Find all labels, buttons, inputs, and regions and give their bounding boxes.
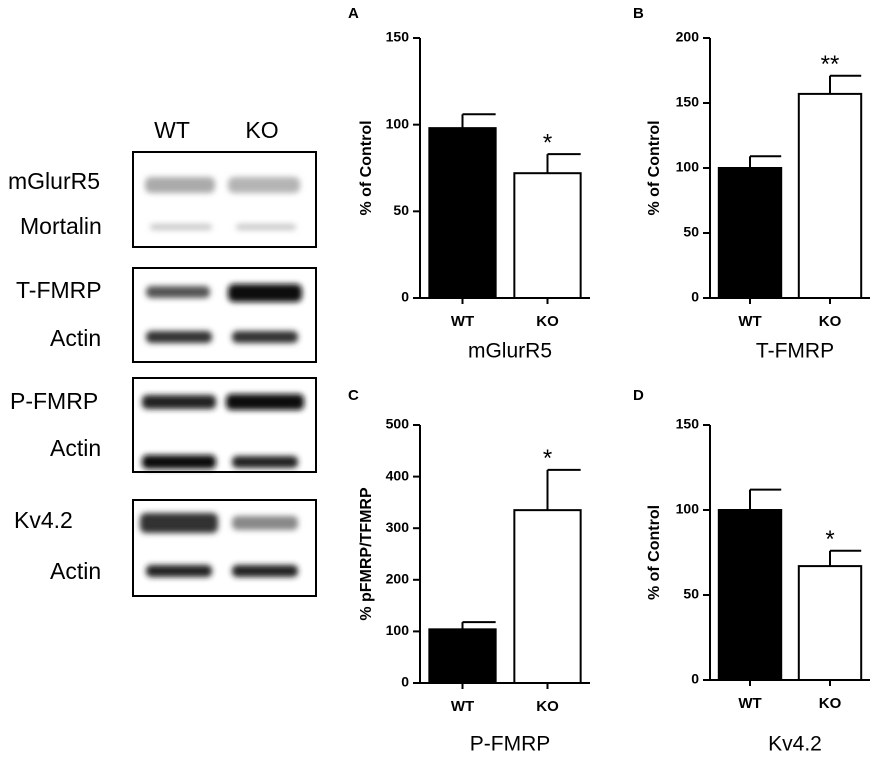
blot-label: Actin — [50, 435, 101, 461]
band — [145, 177, 215, 193]
bar — [797, 565, 863, 681]
y-tick-label: 300 — [386, 519, 410, 535]
y-tick-label: 100 — [386, 622, 410, 638]
western-blot: WT KO mGlurR5 Mortalin T-FMRP Actin P-FM… — [8, 117, 317, 597]
blot-label: T-FMRP — [16, 277, 102, 303]
x-tick-label: WT — [738, 313, 761, 330]
band — [232, 516, 298, 530]
panel-label: D — [633, 387, 644, 404]
band — [228, 177, 300, 193]
band — [228, 284, 302, 302]
band — [232, 331, 298, 343]
x-axis-label: Kv4.2 — [768, 733, 822, 756]
significance: * — [825, 526, 834, 553]
significance: ** — [821, 51, 840, 78]
bar — [428, 628, 497, 684]
y-tick-label: 0 — [691, 289, 699, 305]
x-tick-label: KO — [536, 698, 559, 715]
blot-label: Actin — [50, 558, 101, 584]
blot-label: Kv4.2 — [14, 507, 73, 533]
y-axis-label: % pFMRP/TFMRP — [358, 487, 375, 621]
y-tick-label: 0 — [401, 289, 409, 305]
panel-label: C — [348, 387, 359, 404]
y-tick-label: 50 — [683, 586, 699, 602]
band — [150, 224, 212, 230]
blot-frame — [132, 151, 317, 248]
band — [146, 565, 212, 577]
y-tick-label: 0 — [401, 674, 409, 690]
band — [232, 456, 298, 468]
blot-label: mGlurR5 — [8, 168, 100, 194]
y-tick-label: 200 — [676, 29, 700, 45]
bar — [428, 127, 497, 299]
x-tick-label: KO — [819, 313, 842, 330]
x-axis-label: mGlurR5 — [468, 340, 552, 363]
x-tick-label: KO — [819, 695, 842, 712]
band — [236, 224, 296, 230]
x-tick-label: WT — [451, 698, 474, 715]
panel-label: B — [633, 5, 644, 22]
x-tick-label: KO — [536, 313, 559, 330]
y-tick-label: 0 — [691, 671, 699, 687]
blot-column: WT — [154, 117, 190, 143]
blot-frame — [132, 267, 317, 363]
bar — [717, 167, 783, 299]
bar — [717, 509, 783, 681]
bar — [797, 92, 863, 300]
y-tick-label: 500 — [386, 416, 410, 432]
significance: * — [543, 445, 552, 472]
y-tick-label: 50 — [393, 202, 409, 218]
blot-label: Mortalin — [20, 213, 102, 239]
band — [226, 394, 304, 410]
y-tick-label: 100 — [676, 501, 700, 517]
blot-column: KO — [245, 117, 278, 143]
bar — [513, 172, 582, 299]
band — [146, 286, 210, 298]
y-tick-label: 200 — [386, 571, 410, 587]
panel-label: A — [348, 5, 359, 22]
x-tick-label: WT — [738, 695, 761, 712]
band — [142, 455, 216, 469]
band — [146, 331, 212, 343]
y-axis-label: % of Control — [646, 120, 663, 215]
bar — [513, 509, 582, 685]
band — [142, 395, 216, 409]
y-axis-label: % of Control — [358, 120, 375, 215]
blot-label: Actin — [50, 325, 101, 351]
blot-label: P-FMRP — [10, 388, 98, 414]
x-axis-label: P-FMRP — [470, 733, 551, 756]
x-tick-label: WT — [451, 313, 474, 330]
y-tick-label: 150 — [386, 29, 410, 45]
y-tick-label: 400 — [386, 467, 410, 483]
band — [140, 513, 218, 533]
band — [232, 565, 298, 577]
y-axis-label: % of Control — [646, 505, 663, 600]
significance: * — [543, 129, 552, 156]
y-tick-label: 150 — [676, 416, 700, 432]
y-tick-label: 100 — [386, 115, 410, 131]
x-axis-label: T-FMRP — [756, 340, 834, 363]
y-tick-label: 150 — [676, 94, 700, 110]
y-tick-label: 100 — [676, 159, 700, 175]
y-tick-label: 50 — [683, 224, 699, 240]
